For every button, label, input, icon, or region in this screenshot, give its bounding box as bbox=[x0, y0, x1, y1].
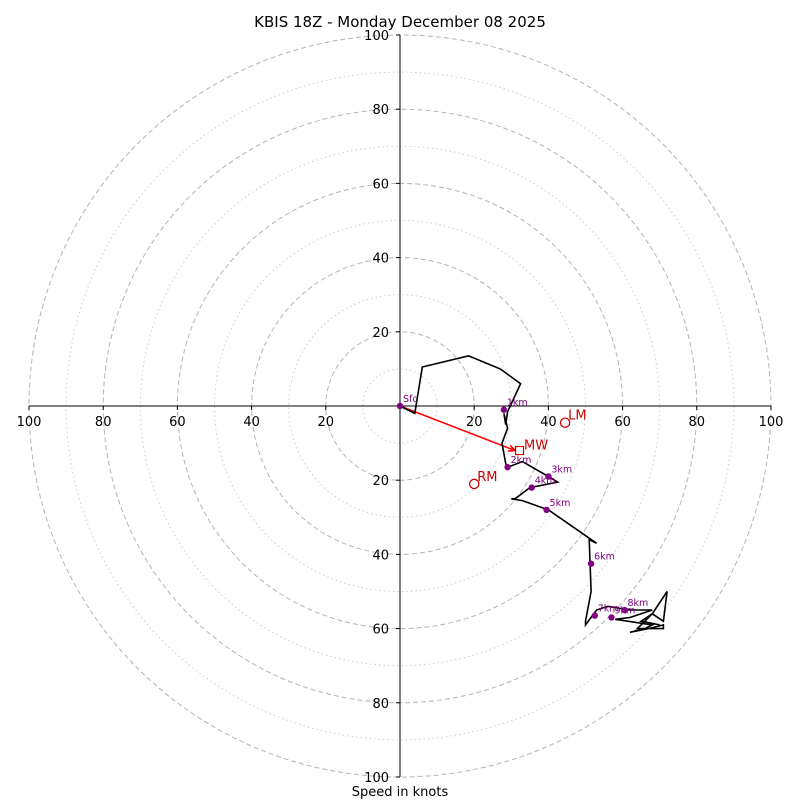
height-marker-dot bbox=[528, 484, 535, 491]
height-marker-dot bbox=[396, 402, 404, 410]
y-tick-label: 60 bbox=[372, 623, 389, 638]
shear-vector-line bbox=[399, 405, 516, 452]
tick-labels: 100 80 60 40 20 20 40 60 80 100 100 80 60 40 20 20 40 60 8… bbox=[17, 29, 784, 786]
x-tick-label: 100 bbox=[759, 415, 784, 430]
y-tick-label: 20 bbox=[372, 326, 389, 341]
mean-wind-label: MW bbox=[524, 439, 548, 454]
x-tick-label: 80 bbox=[689, 415, 706, 430]
right-mover-label: RM bbox=[477, 470, 497, 485]
y-tick-label: 20 bbox=[372, 474, 389, 489]
hodograph-trace-line bbox=[399, 355, 668, 634]
height-marker-dot bbox=[587, 560, 595, 567]
height-marker-label: 4km bbox=[535, 476, 556, 487]
shear-vector bbox=[399, 405, 517, 452]
storm-motion-markers: MW LM RM bbox=[468, 409, 587, 490]
y-tick-label: 60 bbox=[372, 177, 389, 192]
height-marker-dot bbox=[608, 614, 615, 621]
height-marker-label: 7km bbox=[598, 604, 619, 615]
x-tick-label: 60 bbox=[614, 415, 631, 430]
height-marker-dot bbox=[621, 606, 628, 614]
height-marker-dot bbox=[504, 464, 511, 471]
x-tick-label: 20 bbox=[466, 415, 483, 430]
wind-trace bbox=[399, 355, 668, 634]
y-tick-label: 100 bbox=[364, 771, 389, 786]
y-tick-label: 40 bbox=[372, 548, 389, 563]
height-marker-label: 3km bbox=[551, 464, 572, 475]
x-tick-label: 40 bbox=[243, 415, 260, 430]
left-mover-label: LM bbox=[568, 409, 586, 424]
left-mover-marker bbox=[559, 417, 571, 428]
height-marker-label: 8km bbox=[627, 598, 648, 609]
height-marker-label: 2km bbox=[511, 455, 532, 466]
height-marker-dot bbox=[500, 406, 508, 413]
y-tick-label: 40 bbox=[372, 252, 389, 267]
height-marker-label: 9km bbox=[614, 605, 635, 616]
height-marker-label: 1km bbox=[507, 398, 528, 409]
chart-title: KBIS 18Z - Monday December 08 2025 bbox=[254, 13, 546, 31]
height-marker-label: 5km bbox=[550, 498, 571, 509]
y-tick-label: 100 bbox=[364, 29, 389, 44]
right-mover-marker bbox=[468, 478, 480, 490]
height-marker-dot bbox=[591, 612, 598, 619]
y-tick-label: 80 bbox=[372, 697, 389, 712]
x-tick-label: 60 bbox=[169, 415, 186, 430]
x-tick-label: 20 bbox=[318, 415, 335, 430]
height-marker-dot bbox=[543, 506, 550, 514]
x-tick-label: 40 bbox=[540, 415, 557, 430]
height-marker-label: Sfc bbox=[403, 394, 418, 405]
height-marker-label: 6km bbox=[594, 552, 615, 563]
x-tick-label: 100 bbox=[17, 415, 42, 430]
height-marker-dot bbox=[545, 473, 552, 480]
x-axis-label: Speed in knots bbox=[352, 785, 449, 800]
y-tick-label: 80 bbox=[372, 103, 389, 118]
x-tick-label: 80 bbox=[95, 415, 112, 430]
mean-wind-marker bbox=[514, 445, 525, 456]
